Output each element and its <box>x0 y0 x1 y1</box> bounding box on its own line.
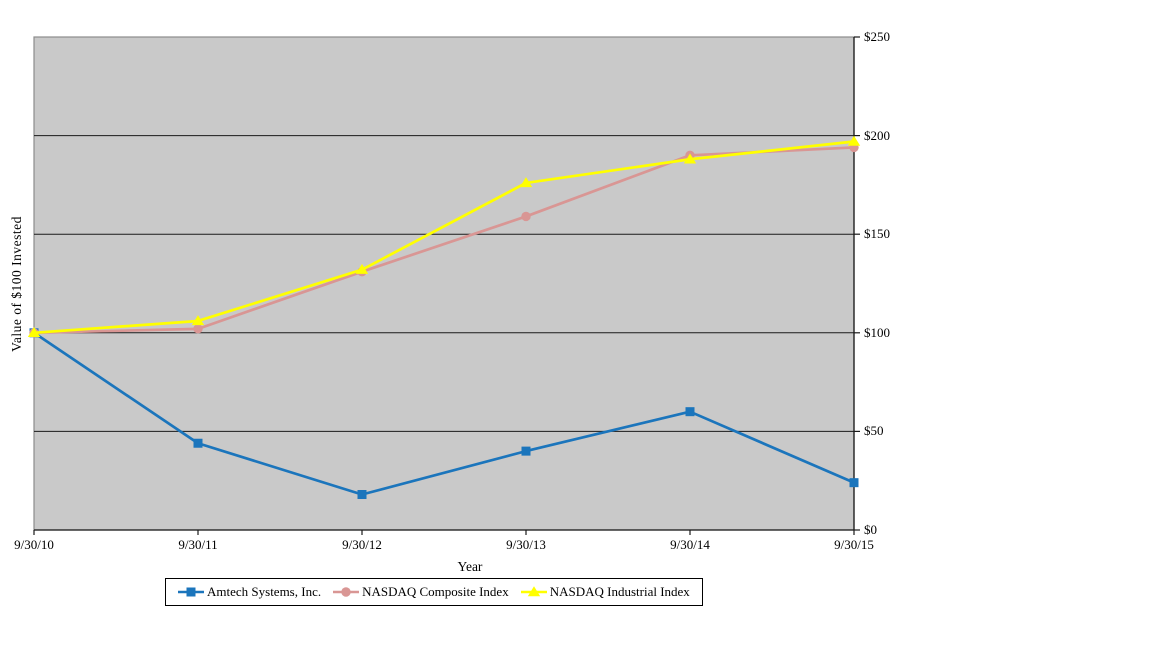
x-tick-label: 9/30/12 <box>342 537 382 552</box>
legend-label: NASDAQ Industrial Index <box>549 584 690 599</box>
x-tick-label: 9/30/13 <box>506 537 546 552</box>
legend-circle-marker-icon <box>333 587 360 597</box>
square-marker-icon <box>521 446 531 456</box>
legend-triangle-marker-icon <box>520 586 547 597</box>
x-tick-label: 9/30/14 <box>670 537 710 552</box>
triangle-marker-icon <box>27 327 41 337</box>
square-marker-icon <box>357 490 367 500</box>
triangle-marker-icon <box>683 153 697 164</box>
circle-marker-icon <box>193 324 203 334</box>
series-nasdaq-industrial-index <box>27 135 861 337</box>
triangle-marker-icon <box>527 586 540 597</box>
x-tick-label: 9/30/11 <box>178 537 218 552</box>
legend-item: NASDAQ Composite Index <box>333 584 509 600</box>
legend-item: Amtech Systems, Inc. <box>178 584 321 600</box>
plot-background <box>33 36 855 531</box>
square-marker-icon <box>186 587 196 597</box>
legend-label: NASDAQ Composite Index <box>362 584 509 599</box>
triangle-marker-icon <box>355 263 369 274</box>
series-line <box>32 146 856 335</box>
square-marker-icon <box>849 478 859 488</box>
square-marker-icon <box>193 438 203 448</box>
triangle-marker-icon <box>519 177 533 188</box>
legend-item: NASDAQ Industrial Index <box>520 584 690 600</box>
triangle-marker-icon <box>191 315 205 326</box>
y-tick-label: $50 <box>864 423 884 439</box>
y-tick-label: $100 <box>864 324 890 340</box>
y-tick-label: $250 <box>864 29 890 44</box>
legend-label: Amtech Systems, Inc. <box>207 584 322 599</box>
x-tick-label: 9/30/15 <box>834 537 874 552</box>
y-tick-label: $0 <box>864 522 877 537</box>
series-line <box>32 331 856 496</box>
triangle-marker-icon <box>847 135 861 146</box>
y-tick-label: $150 <box>864 226 890 242</box>
square-marker-icon <box>685 407 695 417</box>
series-line <box>32 140 856 335</box>
x-tick-label: 9/30/10 <box>14 537 54 552</box>
legend: Amtech Systems, Inc. NASDAQ Composite Ind… <box>165 578 703 606</box>
y-tick-label: $200 <box>864 127 890 143</box>
circle-marker-icon <box>521 211 531 222</box>
x-axis-title: Year <box>457 559 483 574</box>
circle-marker-icon <box>341 587 351 597</box>
legend-square-marker-icon <box>178 587 204 597</box>
